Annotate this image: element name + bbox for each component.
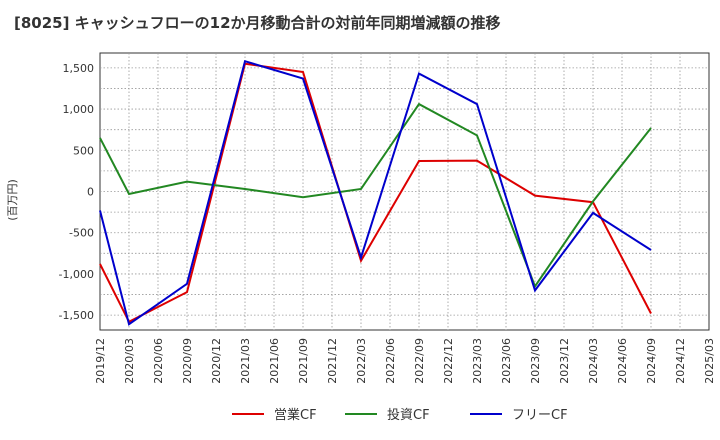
legend-label-2: 投資CF [387, 407, 430, 423]
legend: 営業CF 投資CF フリーCF [232, 407, 568, 423]
x-tick-label: 2022/12 [442, 338, 455, 384]
y-tick-label: 0 [87, 186, 94, 199]
x-tick-label: 2024/03 [587, 338, 600, 384]
x-tick-label: 2024/09 [645, 338, 658, 384]
x-tick-label: 2025/03 [703, 338, 716, 384]
x-tick-label: 2023/12 [558, 338, 571, 384]
x-tick-label: 2021/03 [239, 338, 252, 384]
x-tick-label: 2021/12 [326, 338, 339, 384]
x-tick-label: 2024/12 [674, 338, 687, 384]
chart-title: [8025] キャッシュフローの12か月移動合計の対前年同期増減額の推移 [14, 14, 501, 32]
x-tick-label: 2021/09 [297, 338, 310, 384]
x-tick-label: 2020/09 [181, 338, 194, 384]
x-tick-label: 2022/09 [413, 338, 426, 384]
x-tick-label: 2023/03 [471, 338, 484, 384]
x-tick-label: 2023/06 [500, 338, 513, 384]
x-tick-label: 2021/06 [268, 338, 281, 384]
y-axis: -1,500 -1,000 -500 0 500 1,000 1,500 [59, 62, 94, 322]
x-tick-label: 2019/12 [94, 338, 107, 384]
y-tick-label: -1,500 [59, 309, 94, 322]
series-group [99, 59, 652, 326]
x-tick-label: 2020/12 [210, 338, 223, 384]
legend-label-3: フリーCF [512, 408, 568, 423]
y-tick-label: -1,000 [59, 268, 94, 281]
grid [100, 53, 709, 330]
legend-label-1: 営業CF [274, 407, 317, 423]
x-tick-label: 2020/06 [152, 338, 165, 384]
series-line-1 [99, 62, 652, 324]
y-axis-label: (百万円) [6, 179, 19, 221]
x-tick-label: 2022/03 [355, 338, 368, 384]
x-tick-label: 2022/06 [384, 338, 397, 384]
series-line-2 [99, 102, 652, 289]
y-tick-label: 500 [73, 144, 94, 157]
x-tick-label: 2024/06 [616, 338, 629, 384]
x-axis: 2019/12 2020/03 2020/06 2020/09 2020/12 2021/… [94, 338, 716, 384]
series-line-3 [99, 59, 652, 326]
x-tick-label: 2020/03 [123, 338, 136, 384]
y-tick-label: -500 [69, 227, 94, 240]
y-tick-label: 1,500 [63, 62, 95, 75]
y-tick-label: 1,000 [63, 103, 95, 116]
x-tick-label: 2023/09 [529, 338, 542, 384]
